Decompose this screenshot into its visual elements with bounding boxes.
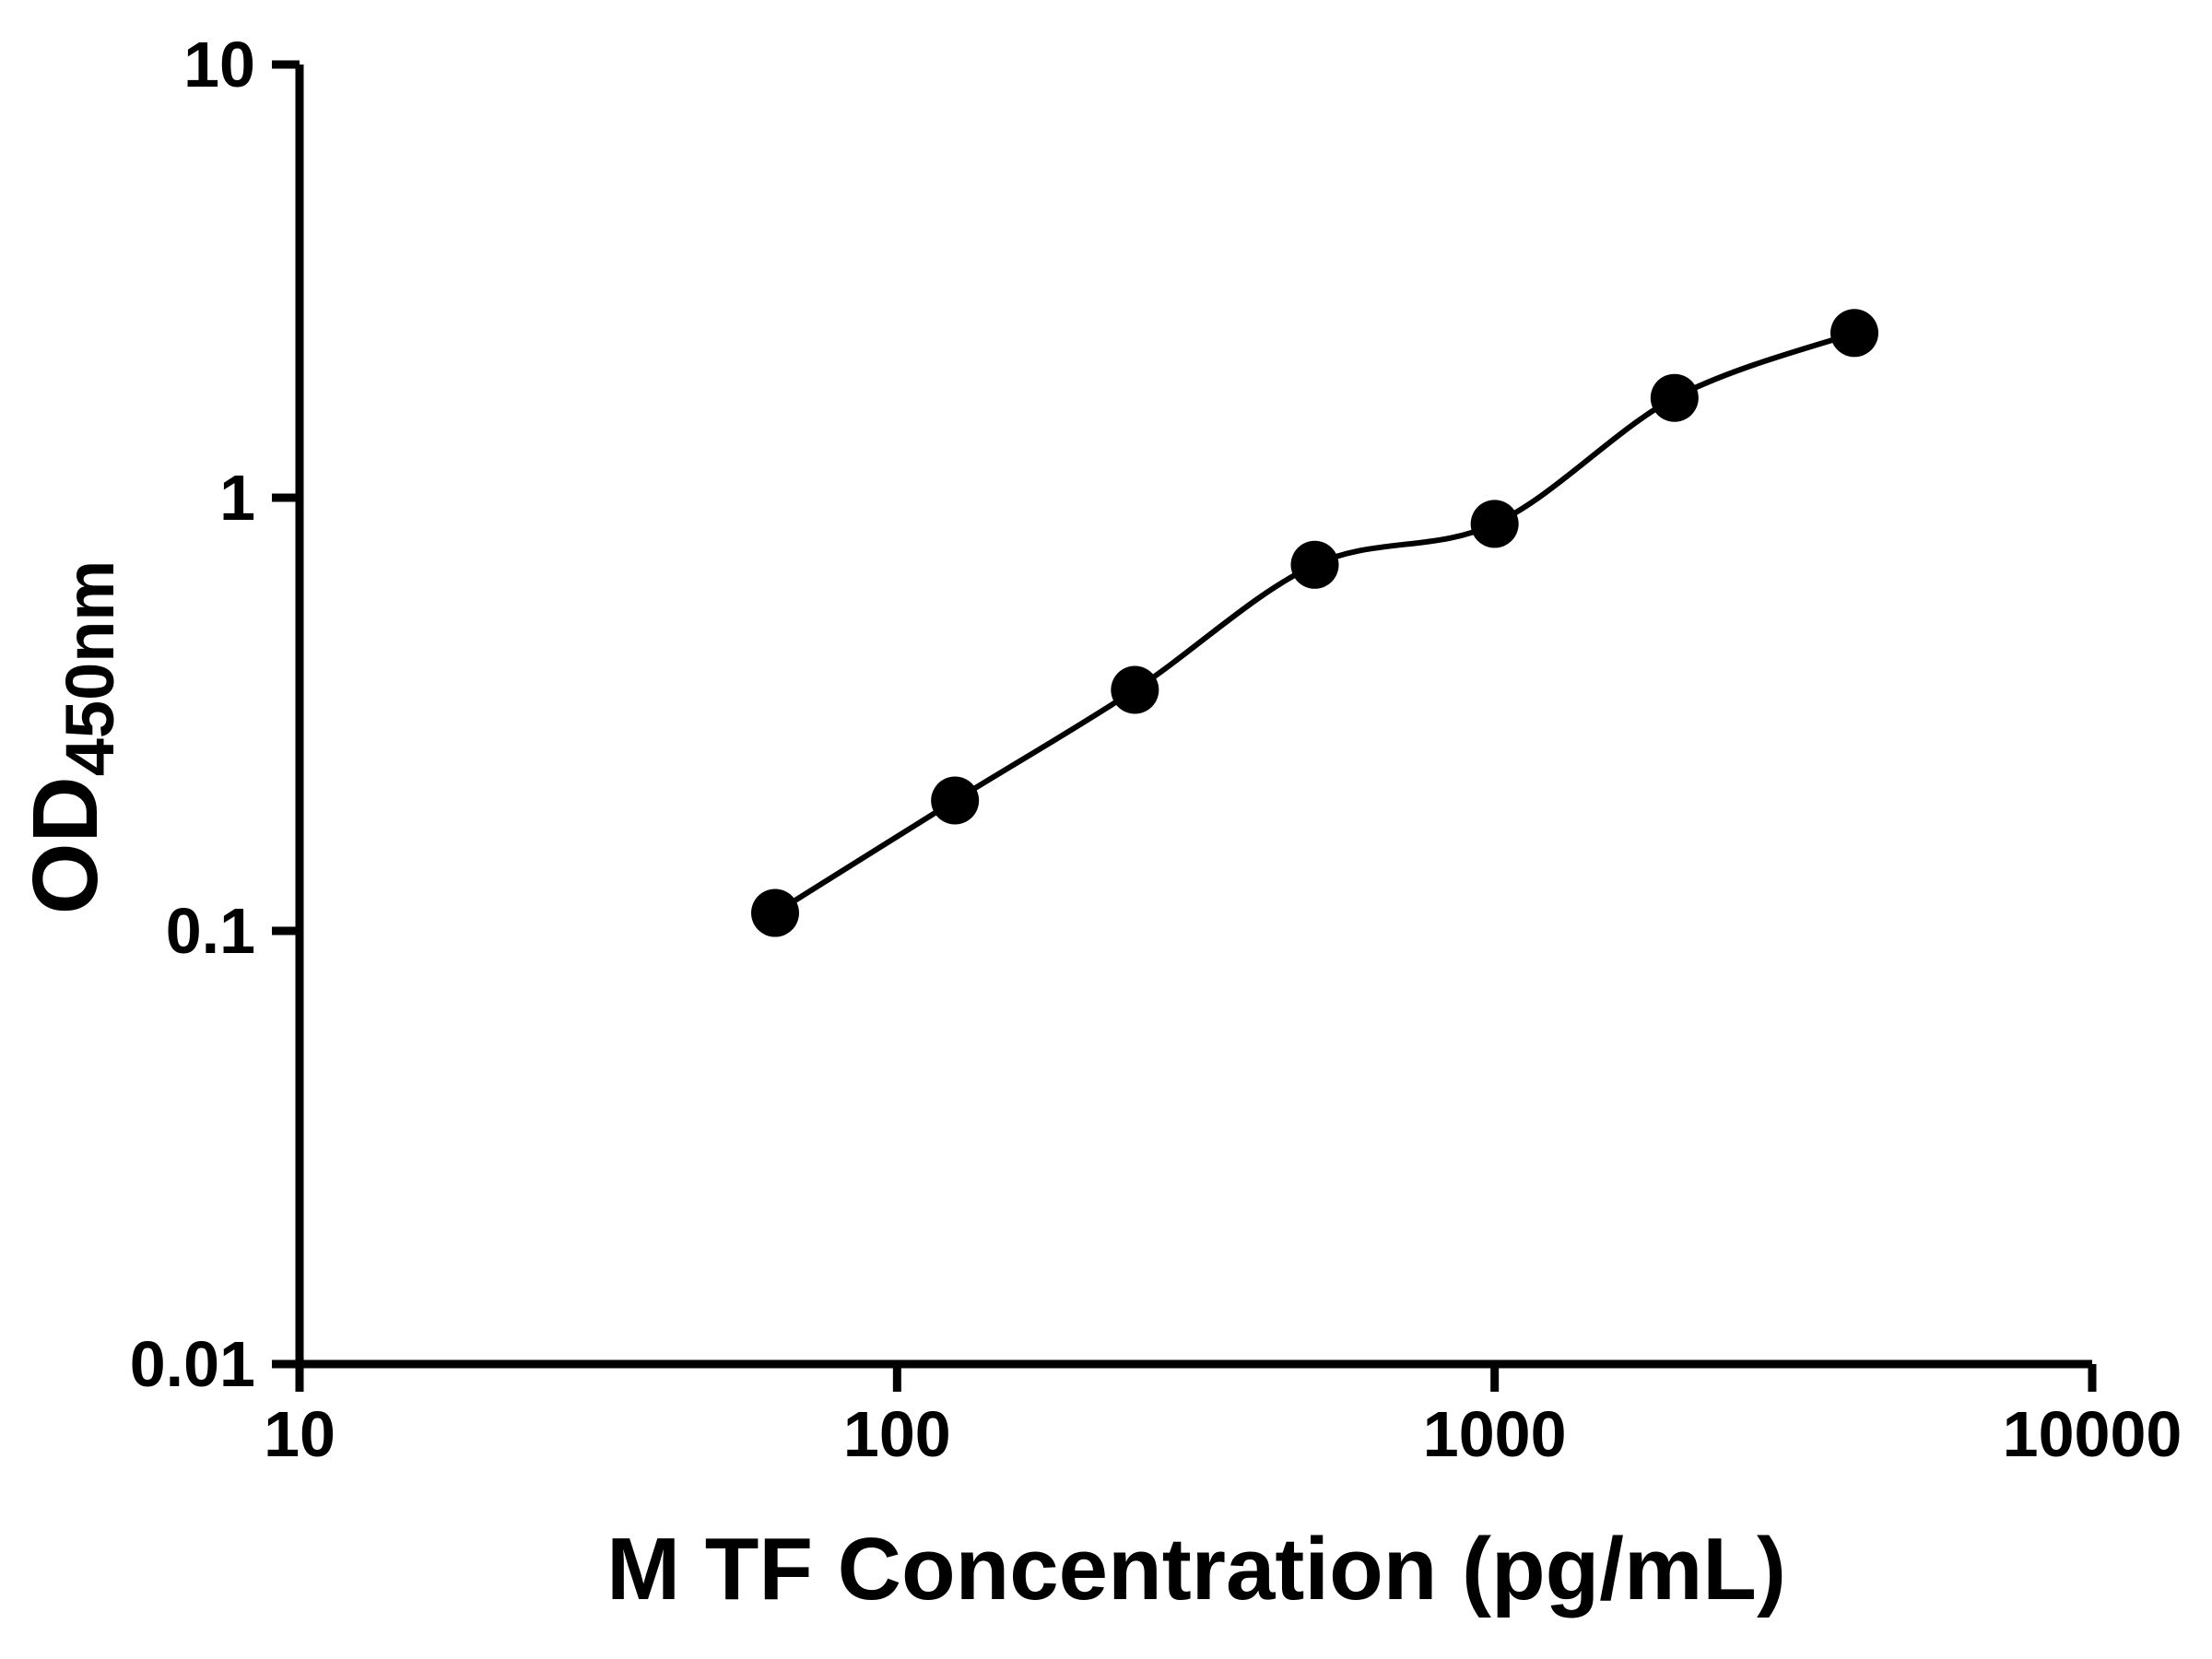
data-point	[1470, 500, 1519, 548]
y-tick-label: 0.1	[166, 895, 255, 967]
data-point	[931, 776, 980, 825]
axes-layer: 10 100 1000 10000 0.01 0.1 1 10	[130, 29, 2183, 1470]
y-tick-label: 0.01	[130, 1328, 255, 1400]
y-axis-label-sub: 450nm	[52, 560, 128, 776]
data-point	[750, 888, 799, 937]
y-tick-label: 1	[219, 462, 255, 534]
data-point	[1111, 665, 1159, 714]
y-tick-label: 10	[183, 29, 255, 100]
x-tick-label: 10	[264, 1398, 335, 1470]
fit-curve	[771, 330, 1857, 916]
x-tick-label: 10000	[2003, 1398, 2183, 1470]
x-tick-label: 100	[843, 1398, 951, 1470]
y-axis-label-main: OD	[14, 776, 117, 914]
y-axis-label: OD450nm	[14, 560, 128, 914]
data-layer	[750, 309, 1879, 937]
x-axis-label: M TF Concentration (pg/mL)	[606, 1520, 1786, 1618]
data-point	[1830, 309, 1879, 358]
data-point	[1290, 540, 1339, 589]
data-point	[1650, 373, 1699, 422]
x-tick-label: 1000	[1423, 1398, 1567, 1470]
